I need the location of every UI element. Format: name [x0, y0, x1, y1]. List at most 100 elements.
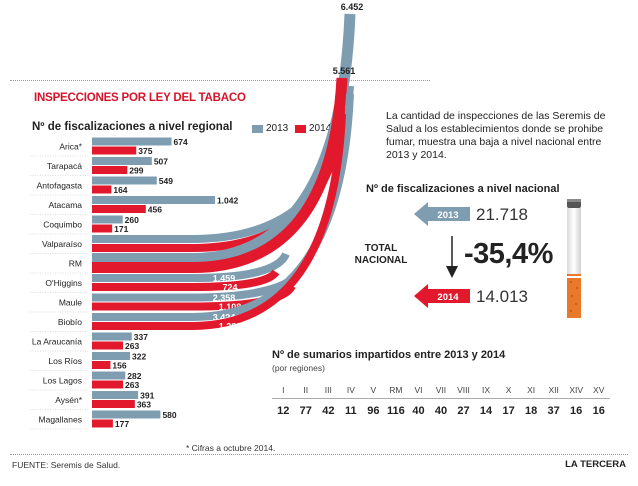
bar-2014-los-rios: [92, 361, 111, 369]
data-label-2013-coquimbo: 260: [125, 215, 139, 225]
sumario-value-iv: 11: [345, 405, 357, 417]
legend-swatch-2013: [252, 125, 263, 133]
sumario-value-viii: 27: [457, 405, 470, 417]
sumario-region-i: I: [272, 382, 295, 399]
category-label-arica: Arica*: [59, 142, 82, 152]
data-label-2013-biobio: 3.424: [213, 313, 236, 323]
arrow-2013-badge: 2013: [414, 202, 470, 226]
data-label-2013-tarapaca: 507: [154, 157, 168, 167]
down-arrow-icon: [446, 236, 458, 278]
bottom-divider: [10, 454, 628, 455]
category-label-o-higgins: O'Higgins: [45, 278, 82, 288]
sumario-region-xi: XI: [519, 382, 543, 399]
bar-2014-arica: [92, 146, 137, 155]
sumario-value-xiv: 16: [570, 405, 583, 417]
bar-2014-rm: [92, 77, 348, 273]
sumario-region-vi: VI: [407, 382, 430, 399]
sumarios-title: Nº de sumarios impartidos entre 2013 y 2…: [272, 349, 506, 361]
data-label-2013-atacama: 1.042: [217, 196, 239, 206]
bar-2013-arica: [92, 137, 172, 146]
bar-2013-o-higgins: [92, 252, 290, 282]
sumario-value-xv: 16: [592, 405, 605, 417]
sumario-value-vii: 40: [434, 405, 448, 417]
category-label-valparaiso: Valparaíso: [42, 239, 82, 249]
sumario-region-ii: II: [294, 382, 318, 399]
category-label-magallanes: Magallanes: [39, 415, 82, 425]
data-label-2013-los-lagos: 282: [127, 371, 141, 381]
data-label-2013-maule: 2.358: [213, 293, 236, 303]
bar-2014-coquimbo: [92, 224, 113, 233]
data-label-2014-magallanes: 177: [115, 419, 129, 429]
data-label-2014-maule: 1.108: [219, 302, 242, 312]
category-label-maule: Maule: [59, 298, 82, 308]
sumario-region-viii: VIII: [452, 382, 475, 399]
bar-2013-magallanes: [92, 410, 161, 419]
national-value-2014: 14.013: [476, 287, 528, 306]
national-change-percent: -35,4%: [464, 238, 553, 270]
sumario-value-vi: 40: [412, 405, 425, 417]
total-national-label: TOTAL NACIONAL: [354, 243, 408, 266]
sumario-region-ix: IX: [474, 382, 498, 399]
bar-2013-los-rios: [92, 352, 130, 360]
brand-logo-text: LA TERCERA: [565, 459, 626, 470]
category-label-rm: RM: [69, 259, 82, 269]
cigarette-icon: [567, 199, 581, 318]
data-label-2014-aysen: 363: [137, 400, 151, 410]
sumario-region-rm: RM: [384, 382, 408, 399]
bar-2013-antofagasta: [92, 176, 157, 185]
category-label-antofagasta: Antofagasta: [37, 181, 83, 191]
sumario-value-iii: 42: [322, 405, 335, 417]
source-note: FUENTE: Seremis de Salud.: [12, 460, 121, 470]
bar-2013-aysen: [92, 391, 139, 399]
data-label-2014-la-araucania: 263: [125, 341, 139, 351]
sumario-region-x: X: [497, 382, 520, 399]
chart-title: Nº de fiscalizaciones a nivel regional: [32, 121, 233, 133]
data-label-2013-aysen: 391: [140, 391, 154, 401]
sumario-value-ix: 14: [479, 405, 493, 417]
data-label-2013-magallanes: 580: [162, 410, 176, 420]
bar-2013-los-lagos: [92, 371, 126, 380]
bar-2013-coquimbo: [92, 215, 123, 224]
sumarios-subtitle: (por regiones): [272, 363, 325, 373]
national-year-2013: 2013: [437, 210, 458, 221]
national-value-2013: 21.718: [476, 205, 528, 224]
category-label-atacama: Atacama: [48, 200, 82, 210]
legend-label-2013: 2013: [266, 123, 289, 134]
category-label-coquimbo: Coquimbo: [43, 220, 82, 230]
category-label-la-araucania: La Araucanía: [32, 337, 82, 347]
category-label-biobio: Biobío: [58, 317, 82, 327]
data-label-2013-los-rios: 322: [132, 352, 146, 362]
national-title: Nº de fiscalizaciones a nivel nacional: [366, 183, 560, 195]
bar-2013-atacama: [92, 196, 215, 204]
data-label-2013-la-araucania: 337: [134, 332, 148, 342]
data-label-2014-rm: 5.561: [333, 66, 356, 76]
category-label-los-lagos: Los Lagos: [43, 376, 82, 386]
sumario-value-xii: 37: [547, 405, 560, 417]
intro-text: La cantidad de inspecciones de las Serem…: [386, 110, 606, 161]
data-label-2014-biobio: 1.288: [219, 322, 242, 332]
infographic-title: INSPECCIONES POR LEY DEL TABACO: [34, 92, 246, 104]
sumario-region-xv: XV: [587, 382, 610, 399]
category-label-tarapaca: Tarapacá: [47, 161, 82, 171]
data-label-2013-o-higgins: 1.459: [213, 274, 236, 284]
sumario-region-v: V: [362, 382, 385, 399]
bar-2014-magallanes: [92, 419, 113, 428]
data-label-2014-coquimbo: 171: [114, 224, 128, 234]
sumario-value-xi: 18: [524, 405, 538, 417]
arrow-2014-badge: 2014: [414, 284, 470, 308]
sumario-value-ii: 77: [299, 405, 312, 417]
sumario-value-rm: 116: [387, 405, 405, 417]
national-year-2014: 2014: [437, 292, 459, 303]
sumario-region-xii: XII: [542, 382, 565, 399]
bar-2014-biobio: [92, 113, 346, 330]
sumario-value-v: 96: [367, 405, 380, 417]
bar-2014-tarapaca: [92, 166, 128, 174]
sumarios-table: I II III IV V RM VI VII VIII IX X XI XII XIV XV 12 77 42…: [272, 382, 610, 423]
bar-2014-atacama: [92, 205, 146, 213]
bar-2014-antofagasta: [92, 185, 112, 194]
chart-footnote: * Cifras a octubre 2014.: [186, 443, 276, 453]
bar-2013-la-araucania: [92, 332, 132, 341]
sumario-region-xiv: XIV: [564, 382, 588, 399]
sumario-region-iii: III: [317, 382, 340, 399]
data-label-2014-o-higgins: 724: [222, 283, 237, 293]
